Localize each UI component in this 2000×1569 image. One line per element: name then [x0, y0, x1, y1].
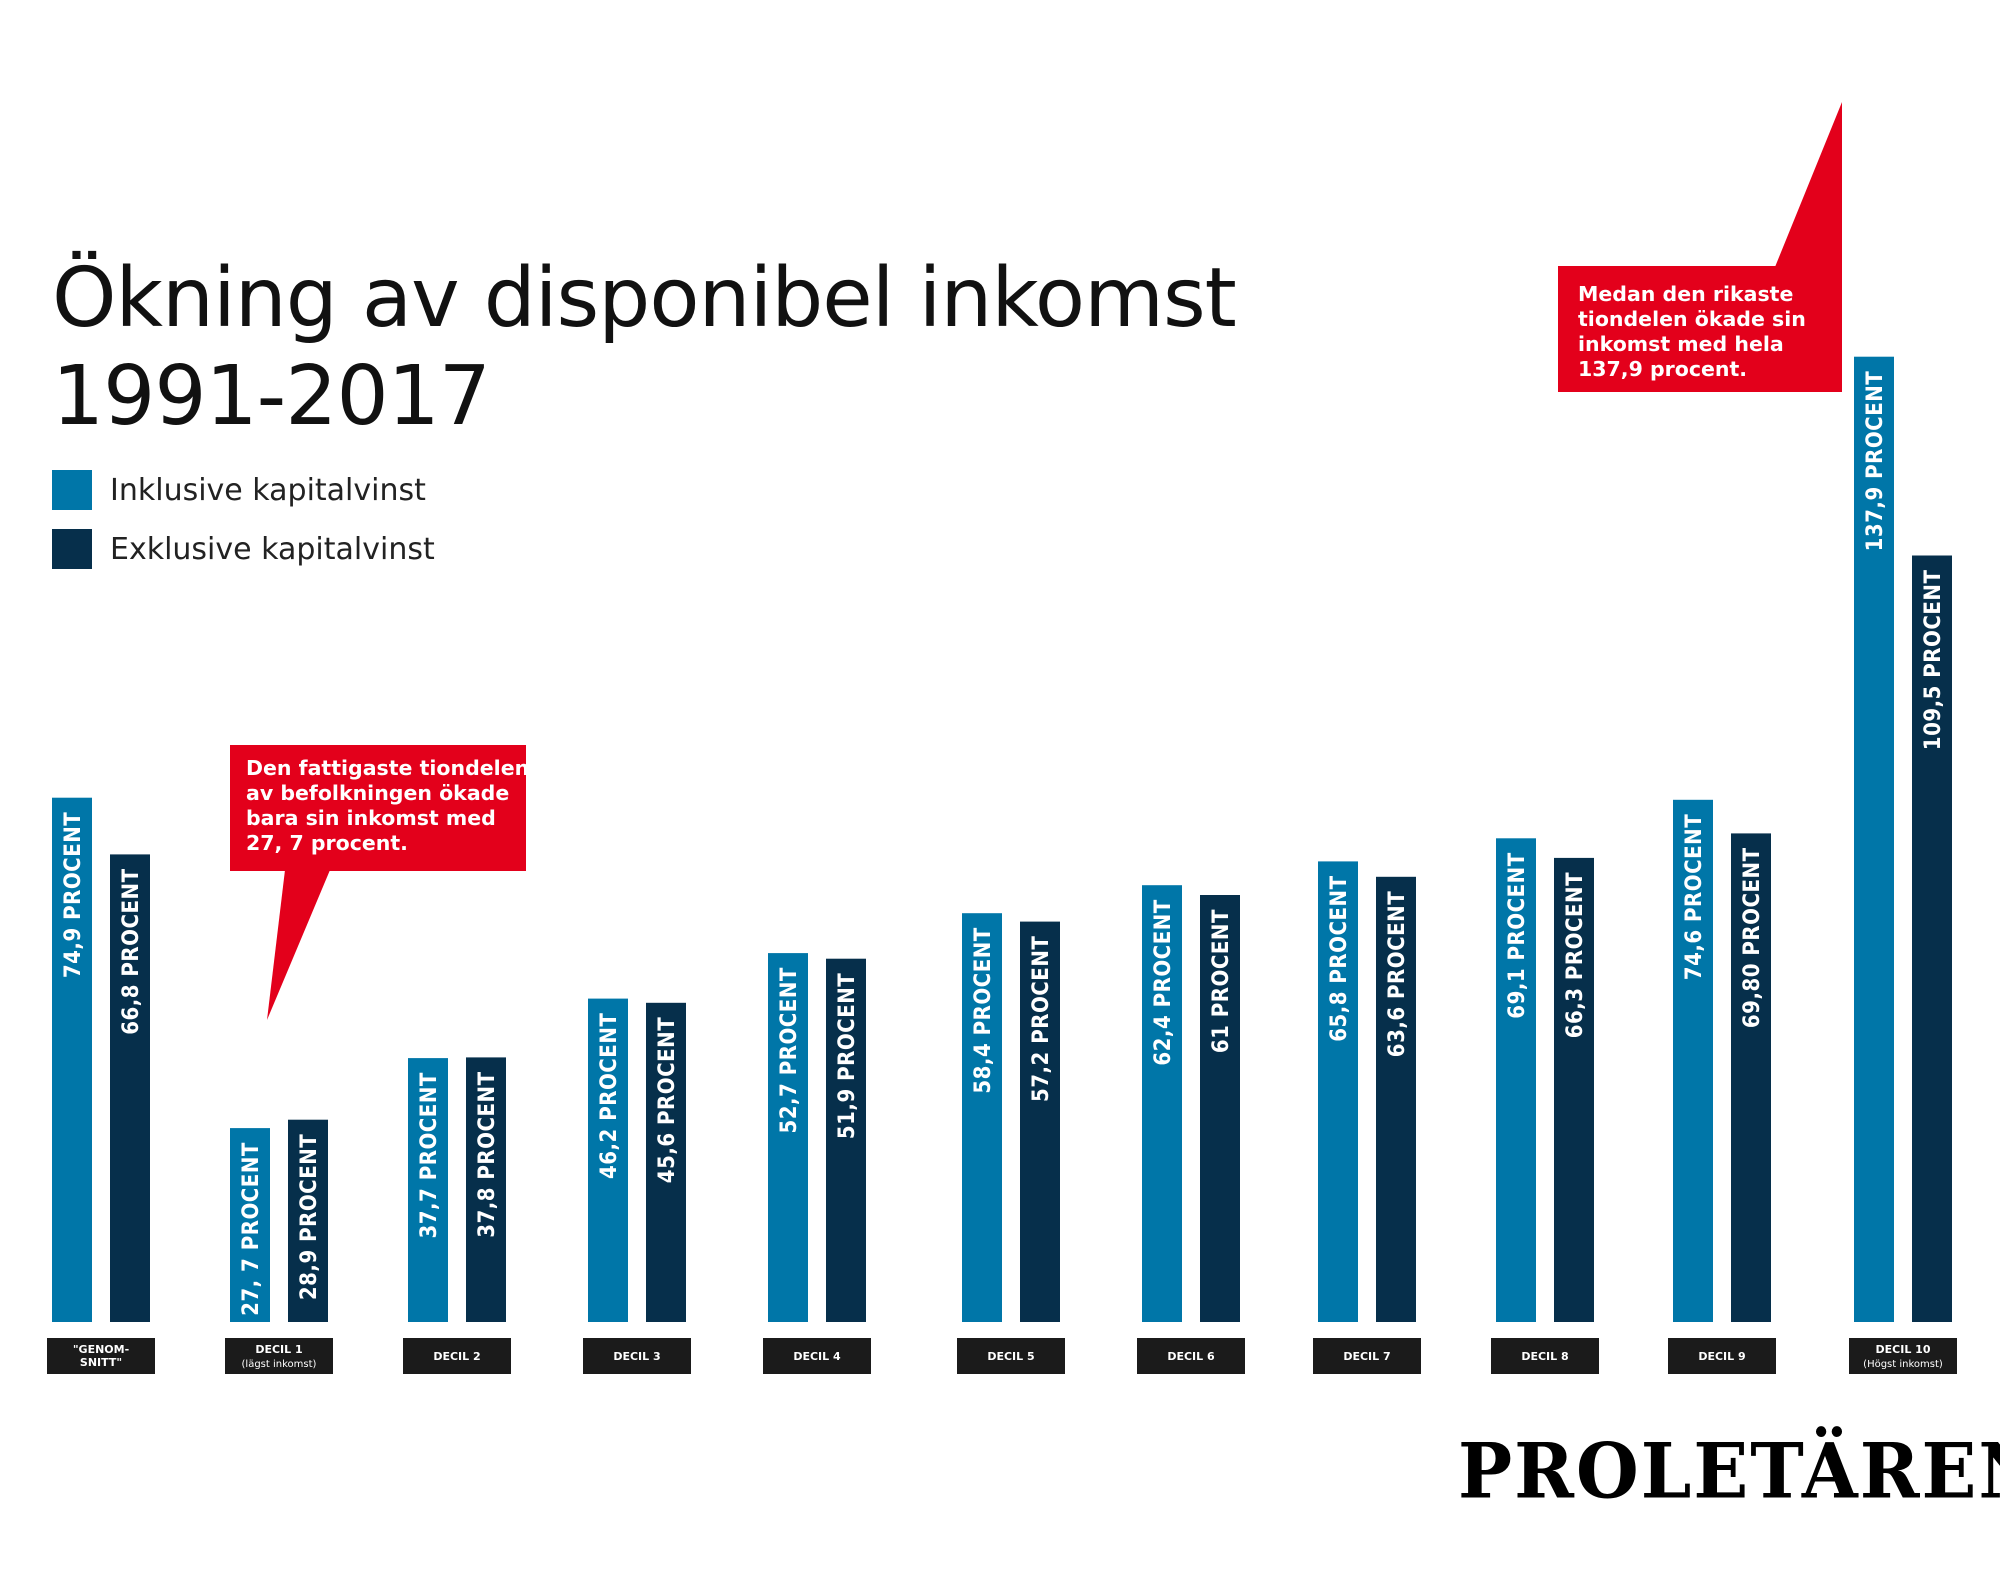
callout-pointer-richest	[1775, 102, 1842, 267]
category-label-4: DECIL 4	[793, 1350, 841, 1363]
data-label-excl-7: 63,6 PROCENT	[1385, 891, 1410, 1057]
callout-line: av befolkningen ökade	[246, 781, 510, 805]
bar-incl-5	[962, 913, 1002, 1322]
category-label-3: DECIL 3	[613, 1350, 660, 1363]
callout-line: tiondelen ökade sin	[1578, 307, 1806, 331]
category-label-10: DECIL 10	[1876, 1343, 1931, 1356]
data-label-excl-3: 45,6 PROCENT	[655, 1017, 680, 1183]
data-label-excl-4: 51,9 PROCENT	[835, 973, 860, 1139]
callout-pointer-poorest	[267, 870, 330, 1020]
data-label-excl-0: 66,8 PROCENT	[119, 868, 144, 1034]
chart-title-line1: Ökning av disponibel inkomst	[52, 251, 1237, 346]
data-label-incl-6: 62,4 PROCENT	[1151, 899, 1176, 1065]
legend-item-incl: Inklusive kapitalvinst	[52, 470, 435, 510]
callout-line: Den fattigaste tiondelen	[246, 756, 530, 780]
bar-excl-10	[1912, 555, 1952, 1322]
callout-box-richest	[1558, 266, 1842, 392]
bar-excl-8	[1554, 857, 1594, 1322]
bar-excl-2	[466, 1057, 506, 1322]
bar-excl-5	[1020, 921, 1060, 1322]
callout-line: bara sin inkomst med	[246, 806, 496, 830]
bar-incl-0	[52, 797, 92, 1322]
bar-incl-6	[1142, 885, 1182, 1322]
data-label-excl-10: 109,5 PROCENT	[1921, 570, 1946, 751]
data-label-incl-7: 65,8 PROCENT	[1327, 875, 1352, 1041]
category-label-0: "GENOM-	[73, 1343, 129, 1356]
category-label-box-9	[1668, 1338, 1776, 1374]
bar-excl-0	[110, 854, 150, 1322]
legend-item-excl: Exklusive kapitalvinst	[52, 529, 435, 569]
bar-excl-9	[1731, 833, 1771, 1322]
callout-line: 137,9 procent.	[1578, 357, 1748, 381]
bar-incl-1	[230, 1128, 270, 1322]
callout-line: 27, 7 procent.	[246, 831, 408, 855]
category-label-box-3	[583, 1338, 691, 1374]
bar-incl-3	[588, 998, 628, 1322]
legend-label-incl: Inklusive kapitalvinst	[110, 472, 426, 508]
category-label-0: SNITT"	[80, 1356, 122, 1369]
category-label-7: DECIL 7	[1343, 1350, 1390, 1363]
bar-incl-9	[1673, 799, 1713, 1322]
category-label-1: DECIL 1	[255, 1343, 302, 1356]
proletaren-logo: PROLETÄREN	[1458, 1425, 2000, 1516]
category-label-box-7	[1313, 1338, 1421, 1374]
data-label-excl-2: 37,8 PROCENT	[475, 1071, 500, 1237]
category-label-9: DECIL 9	[1698, 1350, 1745, 1363]
data-label-excl-1: 28,9 PROCENT	[297, 1134, 322, 1300]
data-label-incl-9: 74,6 PROCENT	[1682, 814, 1707, 980]
data-label-incl-2: 37,7 PROCENT	[417, 1072, 442, 1238]
data-label-incl-0: 74,9 PROCENT	[61, 812, 86, 978]
data-label-incl-5: 58,4 PROCENT	[971, 927, 996, 1093]
category-label-box-0	[47, 1338, 155, 1374]
callout-line: Medan den rikaste	[1578, 282, 1794, 306]
category-label-box-4	[763, 1338, 871, 1374]
legend-swatch-excl	[52, 529, 92, 569]
data-label-incl-10: 137,9 PROCENT	[1863, 371, 1888, 552]
data-label-incl-1: 27, 7 PROCENT	[239, 1142, 264, 1316]
bar-excl-1	[288, 1119, 328, 1322]
data-label-excl-6: 61 PROCENT	[1209, 909, 1234, 1053]
chart-title-line2: 1991-2017	[52, 349, 491, 444]
bar-excl-4	[826, 958, 866, 1322]
data-label-excl-8: 66,3 PROCENT	[1563, 872, 1588, 1038]
data-label-incl-4: 52,7 PROCENT	[777, 967, 802, 1133]
category-label-box-5	[957, 1338, 1065, 1374]
category-label-box-1	[225, 1338, 333, 1374]
category-label-2: DECIL 2	[433, 1350, 480, 1363]
bar-excl-6	[1200, 895, 1240, 1322]
bar-incl-2	[408, 1058, 448, 1322]
data-label-excl-9: 69,80 PROCENT	[1740, 847, 1765, 1028]
bar-excl-7	[1376, 876, 1416, 1322]
category-sublabel-1: (lägst inkomst)	[242, 1359, 317, 1370]
bar-excl-3	[646, 1002, 686, 1322]
chart-title: Ökning av disponibel inkomst 1991-2017	[52, 250, 1237, 446]
data-label-excl-5: 57,2 PROCENT	[1029, 936, 1054, 1102]
bar-incl-8	[1496, 838, 1536, 1322]
category-label-box-8	[1491, 1338, 1599, 1374]
category-label-box-6	[1137, 1338, 1245, 1374]
legend-label-excl: Exklusive kapitalvinst	[110, 531, 435, 567]
category-label-5: DECIL 5	[987, 1350, 1034, 1363]
category-sublabel-10: (Högst inkomst)	[1863, 1359, 1943, 1370]
bar-incl-10	[1854, 356, 1894, 1322]
data-label-incl-3: 46,2 PROCENT	[597, 1013, 622, 1179]
chart-legend: Inklusive kapitalvinst Exklusive kapital…	[52, 470, 435, 588]
callout-line: inkomst med hela	[1578, 332, 1784, 356]
callout-box-poorest	[230, 745, 526, 871]
bar-incl-7	[1318, 861, 1358, 1322]
callout-text-richest: Medan den rikaste tiondelen ökade sin in…	[1578, 282, 1806, 382]
legend-swatch-incl	[52, 470, 92, 510]
data-label-incl-8: 69,1 PROCENT	[1505, 852, 1530, 1018]
callout-text-poorest: Den fattigaste tiondelen av befolkningen…	[246, 756, 529, 856]
category-label-box-10	[1849, 1338, 1957, 1374]
category-label-6: DECIL 6	[1167, 1350, 1215, 1363]
category-label-box-2	[403, 1338, 511, 1374]
category-label-8: DECIL 8	[1521, 1350, 1568, 1363]
bar-incl-4	[768, 953, 808, 1322]
